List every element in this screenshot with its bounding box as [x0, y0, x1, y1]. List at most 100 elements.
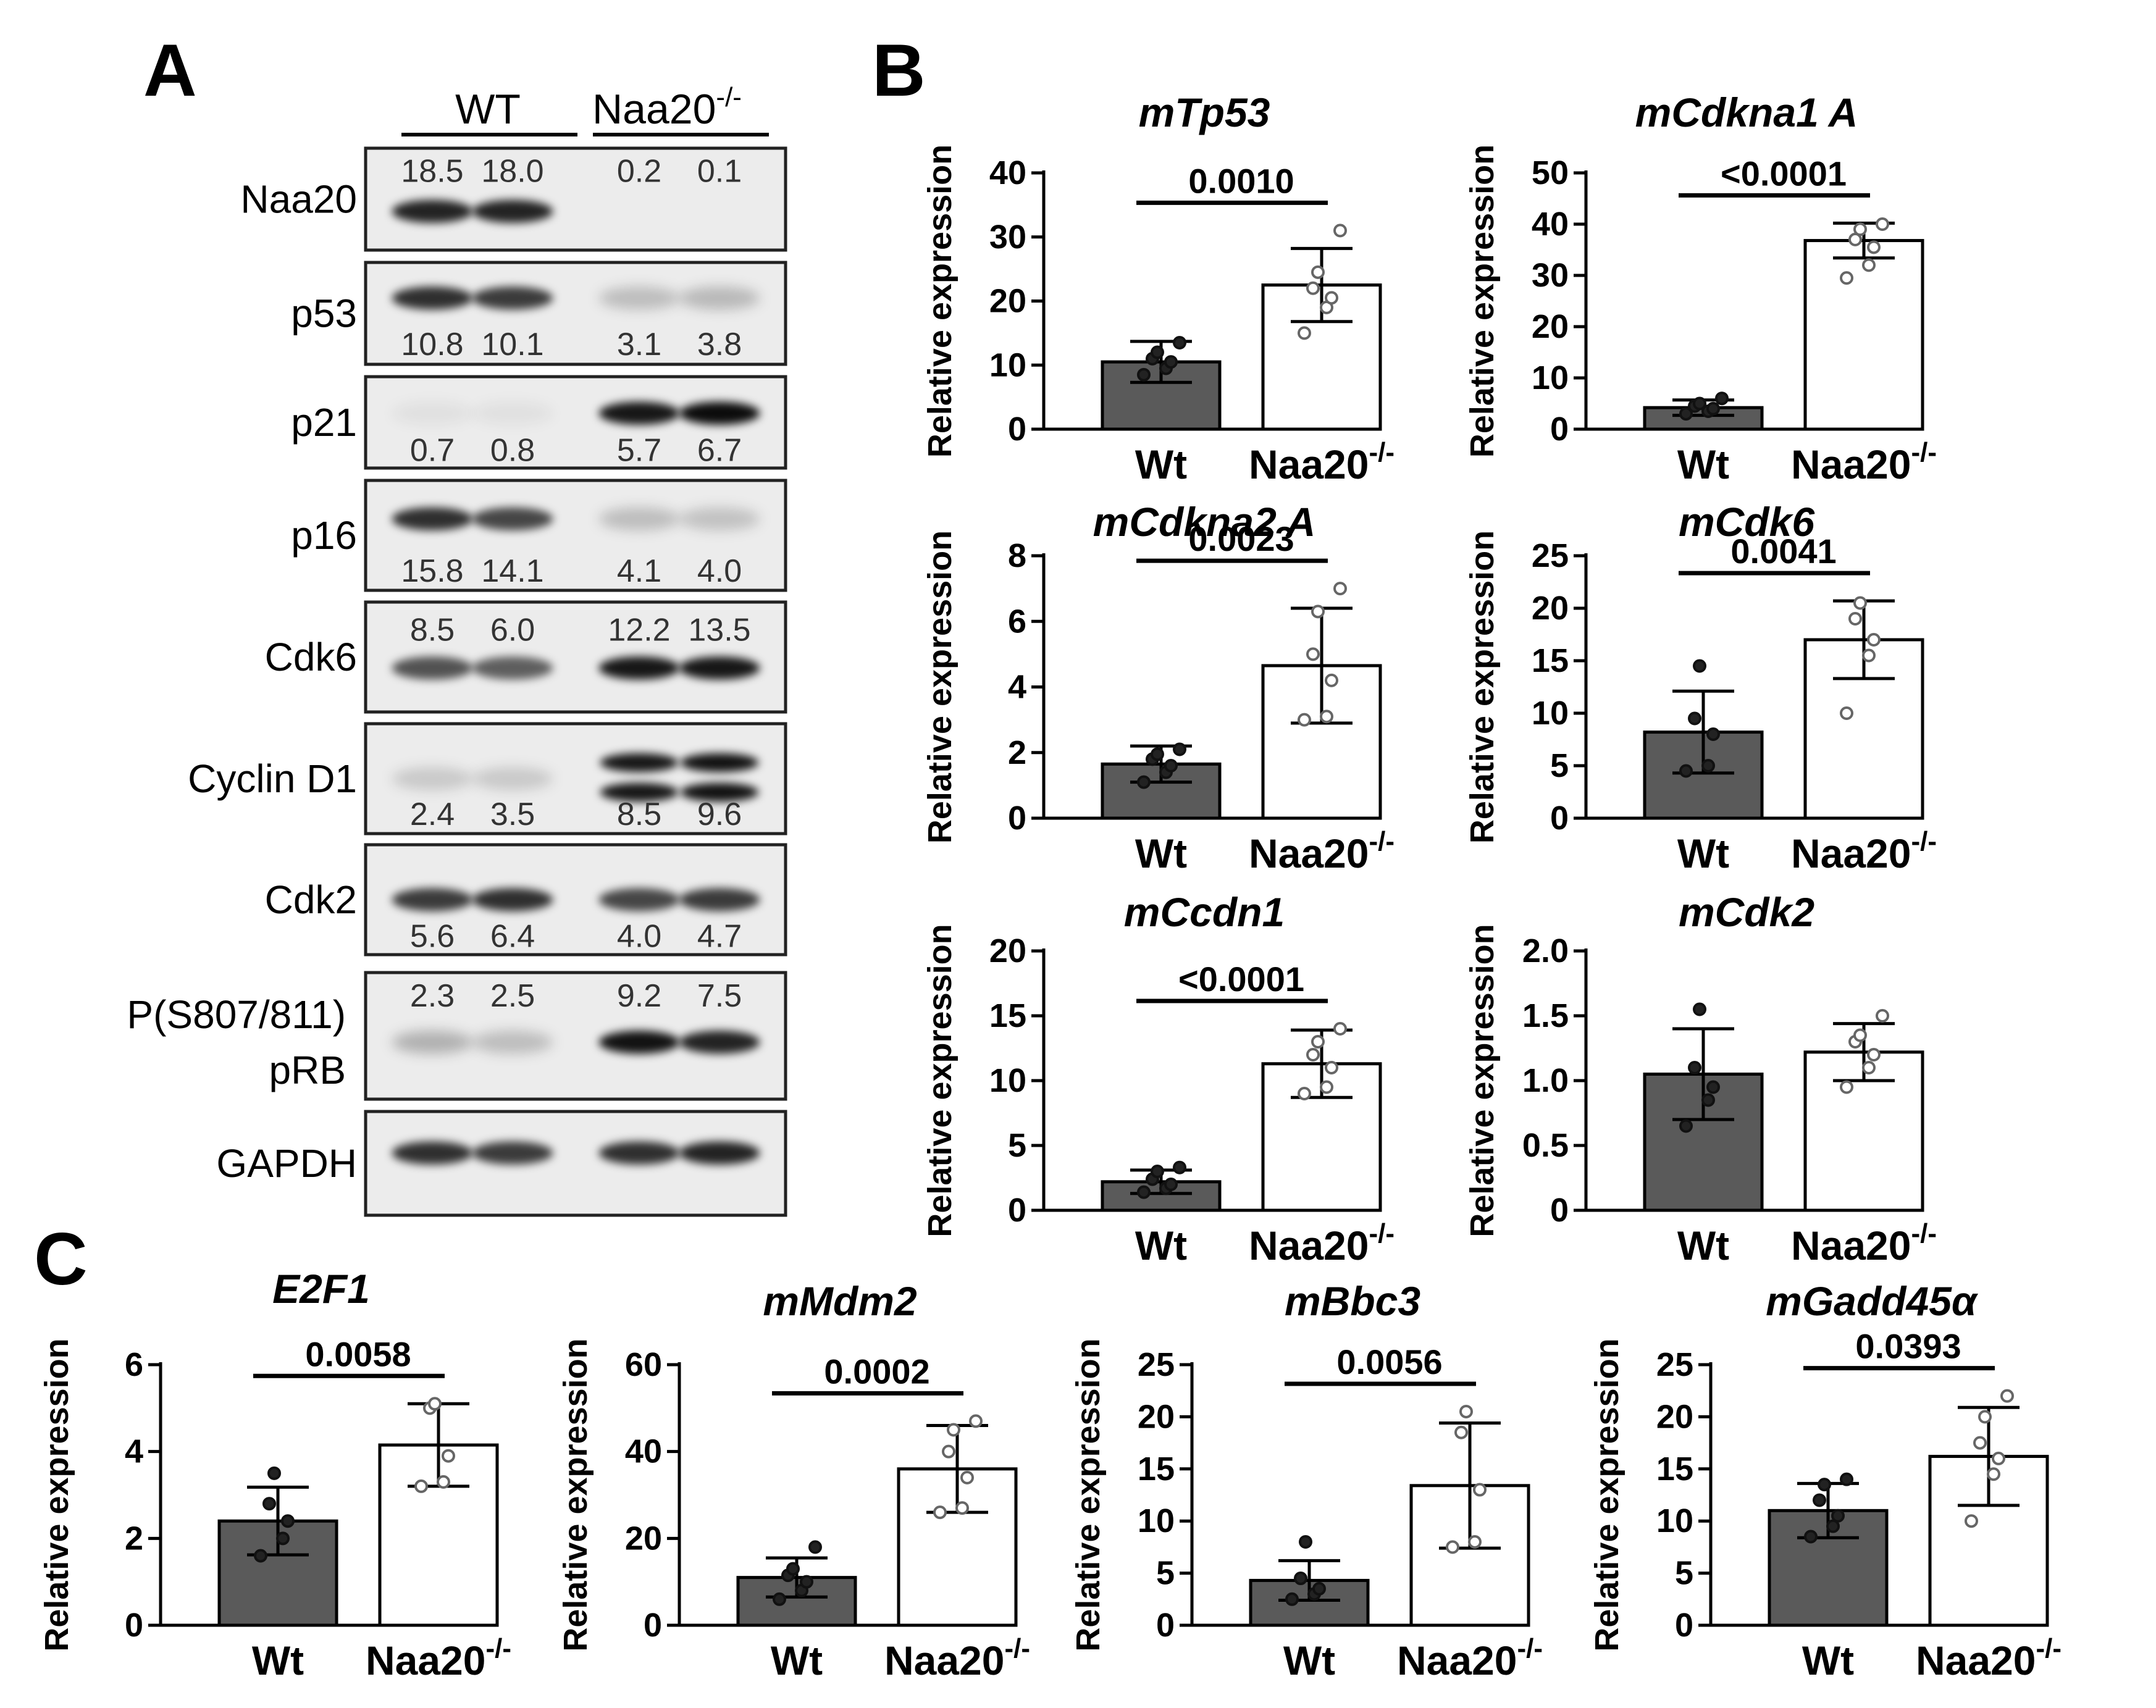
blot-quant-value: 0.2: [617, 153, 661, 189]
blot-band: [472, 401, 553, 425]
p-value: 0.0010: [1188, 161, 1294, 200]
x-category-label: Wt: [1135, 442, 1187, 487]
chart-title: mMdm2: [763, 1278, 917, 1324]
data-point-naa20: [1320, 1080, 1333, 1094]
blot-group-header: WT Naa20-/-: [401, 82, 769, 136]
y-tick-label: 40: [989, 154, 1026, 191]
data-point-wt: [808, 1540, 822, 1554]
blot-quant-value: 7.5: [697, 978, 742, 1014]
y-tick-label: 8: [1008, 537, 1026, 574]
y-tick-label: 1.0: [1522, 1062, 1569, 1099]
data-point-wt: [1299, 1534, 1312, 1549]
data-point-wt: [1312, 1581, 1326, 1596]
x-category-text: Naa20: [1397, 1638, 1517, 1683]
y-tick-label: 0: [1550, 411, 1569, 448]
data-point-naa20: [442, 1449, 455, 1463]
x-category-text: Wt: [1283, 1638, 1335, 1683]
y-tick-label: 0: [1550, 1192, 1569, 1229]
chart-title: mCdkna2 A: [1093, 499, 1316, 545]
blot-band: [472, 1141, 553, 1165]
y-tick-label: 20: [989, 932, 1026, 969]
data-point-wt: [1164, 1178, 1178, 1191]
blot-band: [472, 656, 553, 680]
x-category-superscript: -/-: [1369, 826, 1395, 856]
blot-band: [598, 656, 680, 680]
blot-band: [392, 888, 473, 911]
x-category-text: Naa20: [1249, 831, 1369, 876]
y-axis-label: Relative expression: [1464, 924, 1501, 1237]
data-point-naa20: [1298, 713, 1311, 727]
blot-band: [472, 199, 553, 223]
blot-quant-value: 10.1: [481, 327, 543, 362]
data-point-wt: [1137, 775, 1151, 789]
blot-band: [598, 888, 680, 911]
y-tick-label: 20: [1138, 1398, 1175, 1435]
bar-wt: [736, 1576, 857, 1627]
data-point-wt: [1285, 1592, 1299, 1606]
y-tick-label: 5: [1156, 1555, 1175, 1592]
blot-quant-value: 0.1: [697, 153, 742, 189]
blot-band: [600, 782, 679, 802]
data-point-naa20: [1965, 1514, 1978, 1528]
x-category-label: Naa20-/-: [1397, 1633, 1543, 1683]
blot-quant-value: 6.0: [490, 613, 535, 648]
y-tick-label: 30: [989, 219, 1026, 256]
blot-frame: [364, 479, 787, 592]
x-category-superscript: -/-: [1517, 1633, 1543, 1664]
blot-band: [392, 1031, 473, 1054]
data-point-wt: [1706, 1080, 1720, 1094]
data-point-wt: [1294, 1572, 1307, 1586]
y-tick-label: 20: [625, 1520, 662, 1557]
blot-row-label: p53: [291, 291, 357, 336]
data-point-naa20: [1320, 710, 1333, 724]
data-point-naa20: [1862, 258, 1876, 272]
blot-row-5: 2.4 3.5 8.5 9.6 Cyclin D1: [188, 722, 787, 835]
y-tick-label: 0: [1156, 1607, 1175, 1644]
blot-quant-value: 13.5: [688, 613, 750, 648]
data-point-naa20: [1306, 281, 1320, 295]
x-category-superscript: -/-: [485, 1633, 511, 1664]
blot-quant-value: 14.1: [481, 553, 543, 589]
y-tick-label: 20: [989, 283, 1026, 320]
blot-band: [680, 753, 759, 772]
bar-chart-4: mCcdn1 Relative expression 0 5 10 15 20 Wt Naa20…: [921, 889, 1395, 1268]
x-category-text: Naa20: [1791, 442, 1911, 487]
data-point-wt: [1173, 335, 1186, 350]
data-point-wt: [267, 1466, 281, 1480]
data-point-naa20: [1325, 673, 1338, 687]
y-axis-label: Relative expression: [38, 1338, 75, 1651]
data-point-wt: [1688, 711, 1701, 726]
x-category-label: Wt: [252, 1638, 304, 1683]
blot-band: [472, 767, 553, 790]
blot-quant-value: 18.0: [481, 153, 543, 189]
data-point-wt: [1804, 1530, 1818, 1544]
blot-band: [679, 656, 760, 680]
y-tick-label: 10: [1656, 1502, 1693, 1539]
data-point-naa20: [1454, 1425, 1468, 1439]
blot-band: [392, 401, 473, 425]
y-tick-label: 30: [1532, 257, 1569, 294]
blot-quant-value: 4.0: [617, 919, 661, 955]
x-category-label: Naa20-/-: [884, 1633, 1030, 1683]
y-tick-label: 0: [1008, 411, 1026, 448]
y-tick-label: 20: [1656, 1398, 1693, 1435]
bar-chart-2: mCdkna2 A Relative expression 0 2 4 6 8 Wt Naa20…: [921, 499, 1395, 876]
data-point-wt: [1151, 1165, 1164, 1178]
data-point-naa20: [933, 1505, 947, 1520]
y-tick-label: 50: [1532, 154, 1569, 191]
x-category-text: Wt: [1135, 1223, 1187, 1268]
data-point-wt: [1693, 1002, 1706, 1016]
blot-band: [679, 507, 760, 530]
x-category-label: Wt: [1677, 442, 1729, 487]
data-point-naa20: [1840, 271, 1853, 285]
blot-band: [472, 1031, 553, 1054]
data-point-wt: [1151, 345, 1164, 359]
blot-quant-value: 12.2: [608, 613, 670, 648]
p-value: 0.0056: [1336, 1342, 1442, 1381]
y-tick-label: 15: [989, 997, 1026, 1034]
data-point-naa20: [414, 1479, 428, 1493]
data-point-naa20: [969, 1414, 983, 1428]
bar-naa20: [1803, 239, 1924, 431]
p-value: 0.0041: [1730, 532, 1836, 571]
